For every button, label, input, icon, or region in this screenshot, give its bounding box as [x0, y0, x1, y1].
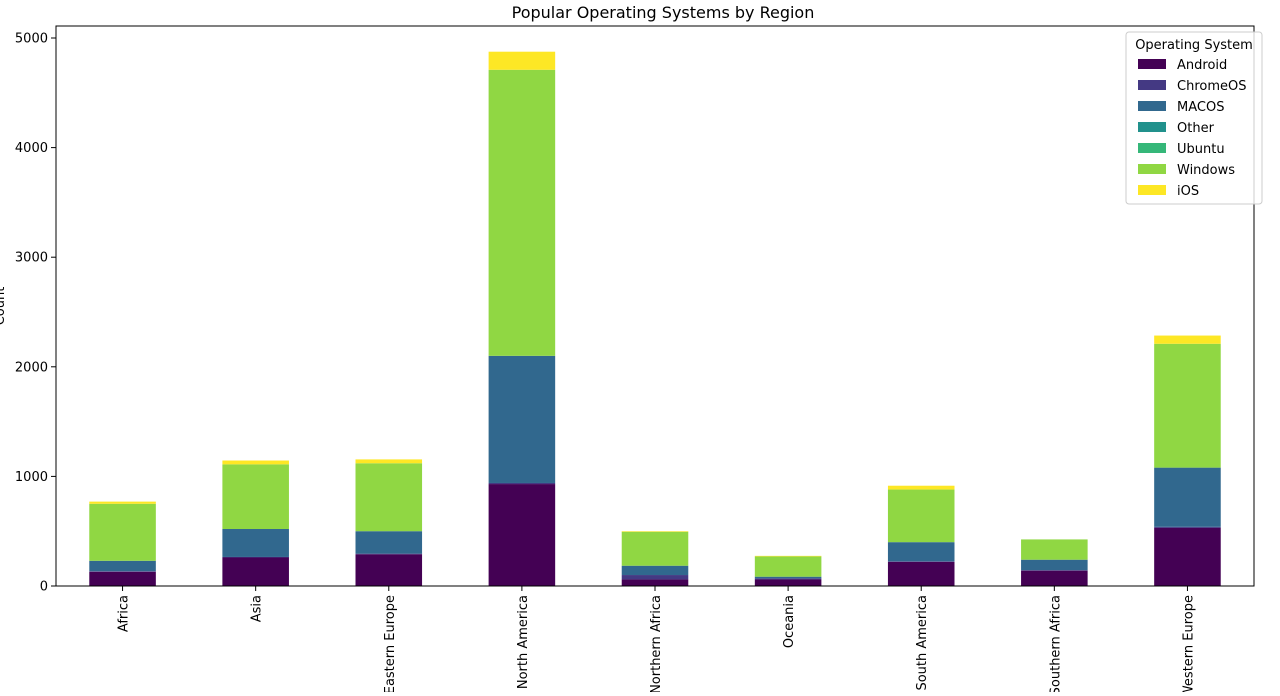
legend-label-other: Other	[1177, 121, 1215, 136]
bar-android-africa	[89, 571, 156, 586]
bar-ios-eastern-europe	[355, 459, 423, 464]
bar-android-eastern-europe	[355, 554, 423, 586]
legend-frame	[1125, 31, 1263, 205]
x-tick-label-northern-africa: Northern Africa	[649, 595, 664, 692]
bar-ios-south-america	[887, 485, 955, 490]
bar-macos-southern-africa	[1021, 559, 1088, 571]
bar-windows-southern-africa	[1021, 539, 1088, 560]
legend-label-macos: MACOS	[1177, 100, 1224, 115]
legend-swatch-other	[1138, 122, 1166, 132]
bar-macos-africa	[89, 560, 156, 572]
bar-android-south-america	[887, 561, 955, 586]
bar-android-oceania	[754, 579, 822, 586]
y-tick-label: 4000	[15, 141, 48, 156]
bar-macos-south-america	[887, 542, 955, 562]
bar-windows-northern-africa	[621, 531, 689, 566]
x-tick-label-asia: Asia	[250, 595, 265, 622]
bar-macos-north-america	[488, 355, 556, 483]
bar-macos-asia	[222, 529, 289, 557]
bar-ios-western-europe	[1154, 335, 1221, 344]
legend-label-ubuntu: Ubuntu	[1177, 142, 1225, 157]
y-axis: 0 1000 2000 3000 4000 5000	[15, 32, 56, 595]
legend: Operating System Android ChromeOS MACOS Oth…	[1125, 31, 1263, 205]
legend-label-ios: iOS	[1177, 184, 1199, 199]
bar-macos-oceania	[754, 576, 822, 579]
bar-macos-eastern-europe	[355, 531, 423, 554]
bar-ios-asia	[222, 460, 289, 465]
legend-label-android: Android	[1177, 58, 1227, 73]
bar-chromeos-northern-africa	[621, 575, 689, 580]
bar-ios-northern-africa	[621, 531, 689, 532]
legend-swatch-macos	[1138, 101, 1166, 111]
x-tick-label-southern-africa: Southern Africa	[1048, 595, 1063, 692]
x-tick-label-africa: Africa	[117, 595, 132, 632]
legend-swatch-windows	[1138, 164, 1166, 174]
legend-label-chromeos: ChromeOS	[1177, 79, 1246, 94]
bar-macos-western-europe	[1154, 467, 1221, 527]
bars-layer	[89, 51, 1221, 586]
legend-swatch-chromeos	[1138, 80, 1166, 90]
bar-android-southern-africa	[1021, 570, 1088, 586]
legend-swatch-android	[1138, 59, 1166, 69]
legend-label-windows: Windows	[1177, 163, 1235, 178]
bar-windows-north-america	[488, 69, 556, 356]
bar-chromeos-eastern-europe	[355, 553, 423, 555]
bar-chromeos-western-europe	[1154, 526, 1221, 528]
y-axis-label: Count	[0, 287, 8, 326]
y-tick-label: 2000	[15, 360, 48, 375]
bar-windows-oceania	[754, 556, 822, 577]
bar-chromeos-southern-africa	[1021, 570, 1088, 571]
bar-macos-northern-africa	[621, 565, 689, 576]
bar-chromeos-south-america	[887, 561, 955, 562]
bar-windows-western-europe	[1154, 343, 1221, 468]
x-tick-label-oceania: Oceania	[782, 595, 797, 648]
legend-swatch-ios	[1138, 185, 1166, 195]
bar-windows-asia	[222, 464, 289, 529]
bar-windows-eastern-europe	[355, 463, 423, 532]
legend-items: Android ChromeOS MACOS Other Ubuntu Windows iO…	[1138, 58, 1246, 199]
bar-android-northern-africa	[621, 579, 689, 586]
bar-ios-north-america	[488, 51, 556, 70]
bar-windows-africa	[89, 503, 156, 561]
y-tick-label: 5000	[15, 32, 48, 47]
x-tick-label-north-america: North America	[516, 595, 531, 689]
bar-chromeos-asia	[222, 556, 289, 558]
x-axis: Africa Asia Eastern Europe North America Nor…	[117, 586, 1196, 696]
bar-android-western-europe	[1154, 527, 1221, 586]
legend-swatch-ubuntu	[1138, 143, 1166, 153]
legend-title: Operating System	[1135, 38, 1253, 53]
y-tick-label: 0	[40, 580, 48, 595]
bar-windows-south-america	[887, 489, 955, 543]
bar-chromeos-africa	[89, 571, 156, 572]
bar-android-north-america	[488, 484, 556, 586]
bar-chromeos-oceania	[754, 578, 822, 580]
x-tick-label-western-europe: Western Europe	[1181, 595, 1196, 692]
bar-android-asia	[222, 557, 289, 586]
x-tick-label-south-america: South America	[915, 595, 930, 691]
bar-ios-oceania	[754, 555, 822, 557]
y-tick-label: 3000	[15, 251, 48, 266]
bar-ios-africa	[89, 501, 156, 504]
bar-chromeos-north-america	[488, 482, 556, 485]
y-tick-label: 1000	[15, 470, 48, 485]
x-tick-label-eastern-europe: Eastern Europe	[383, 595, 398, 692]
chart-title: Popular Operating Systems by Region	[512, 3, 815, 22]
